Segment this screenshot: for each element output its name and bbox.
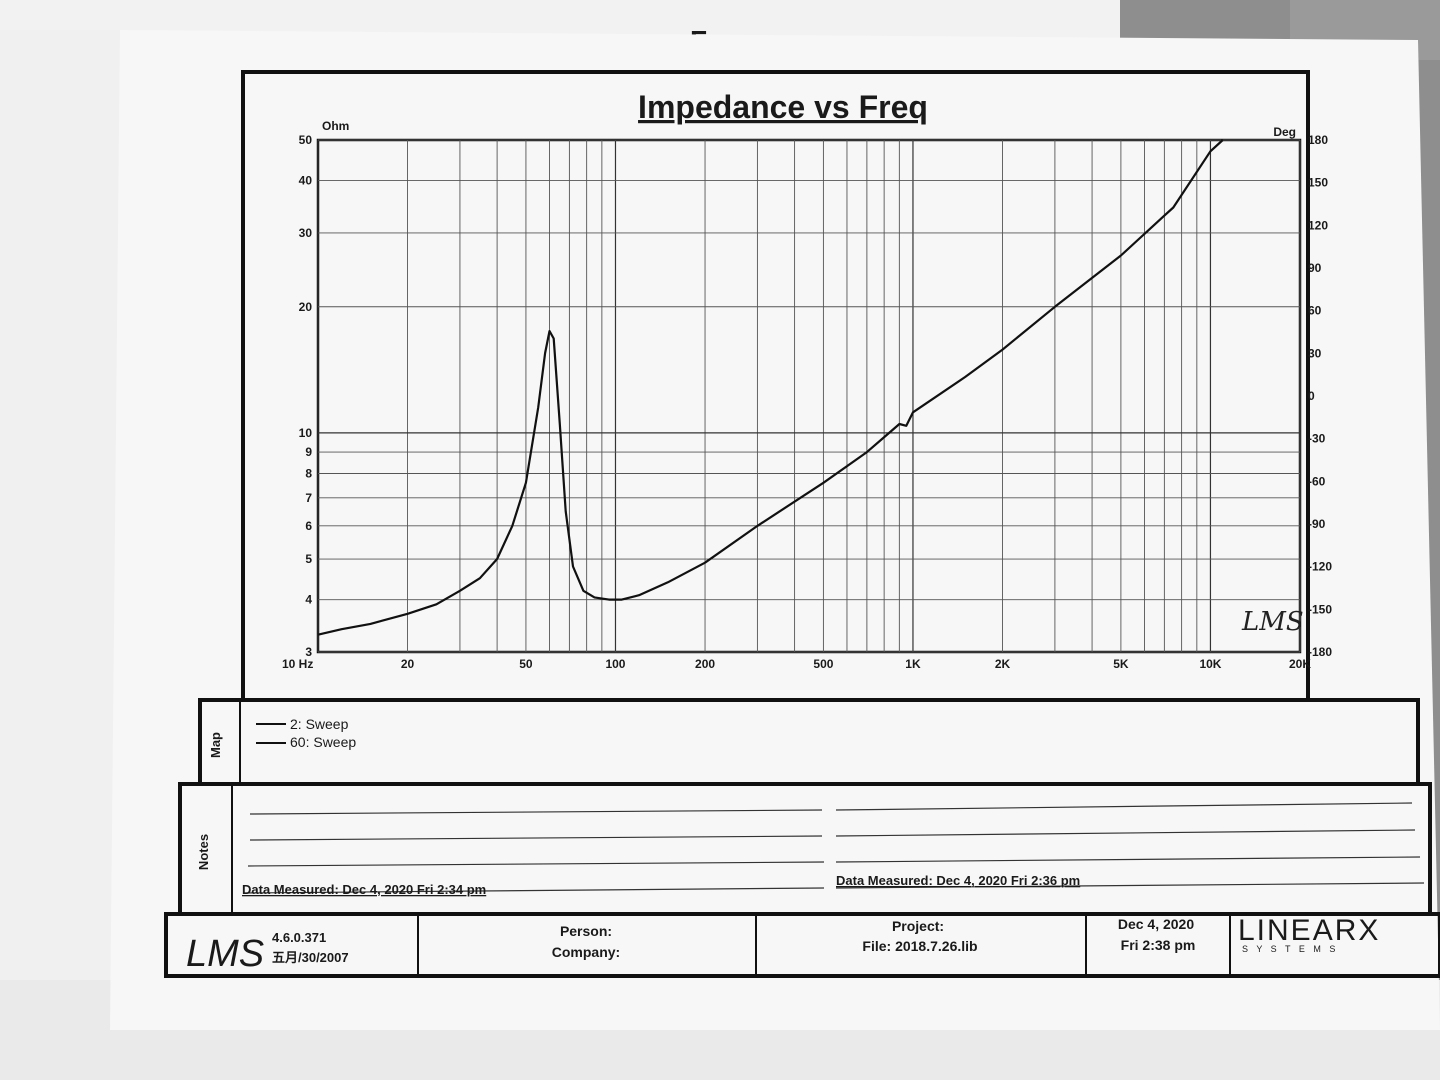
x-tick-label: 20 xyxy=(401,657,415,671)
y-tick-label-left: 3 xyxy=(305,645,312,659)
y-tick-label-left: 10 xyxy=(299,426,313,440)
footer-lms-logo: LMS xyxy=(186,933,264,975)
y-tick-label-left: 6 xyxy=(305,519,312,533)
notes-label: Notes xyxy=(196,834,211,870)
x-tick-label: 200 xyxy=(695,657,715,671)
legend-item-2: 60: Sweep xyxy=(290,734,356,750)
paper-sheet xyxy=(110,30,1440,1030)
y-tick-label-left: 9 xyxy=(305,445,312,459)
x-tick-label: 20K xyxy=(1289,657,1311,671)
notes-lines-left xyxy=(243,809,825,894)
x-tick-label: 100 xyxy=(605,657,625,671)
y-tick-label-right: -120 xyxy=(1308,560,1332,574)
data-measured-left: Data Measured: Dec 4, 2020 Fri 2:34 pm xyxy=(242,882,486,897)
footer-brand-sub: S Y S T E M S xyxy=(1242,944,1338,954)
legend-item-1: 2: Sweep xyxy=(290,716,349,732)
y-tick-label-right: -60 xyxy=(1308,474,1326,488)
map-label: Map xyxy=(208,732,223,758)
y-tick-label-left: 5 xyxy=(305,552,312,566)
y-tick-label-right: 30 xyxy=(1308,346,1322,360)
x-tick-label: 50 xyxy=(519,657,533,671)
x-tick-label: 5K xyxy=(1113,657,1129,671)
y-tick-label-left: 30 xyxy=(299,226,313,240)
y-tick-label-left: 50 xyxy=(299,133,313,147)
footer-date: Dec 4, 2020 xyxy=(1118,916,1194,932)
lms-watermark: LMS xyxy=(1241,607,1304,637)
x-tick-label: 10K xyxy=(1199,657,1221,671)
y-tick-label-right: -150 xyxy=(1308,602,1332,616)
x-tick-label: 10 Hz xyxy=(282,657,313,671)
data-measured-right: Data Measured: Dec 4, 2020 Fri 2:36 pm xyxy=(836,873,1080,888)
footer-project: Project: xyxy=(892,918,944,934)
footer-version-date: 五月/30/2007 xyxy=(272,950,349,965)
y-tick-label-left: 8 xyxy=(305,467,312,481)
y-tick-label-right: 120 xyxy=(1308,218,1328,232)
footer-panel xyxy=(164,912,1440,978)
y-tick-label-left: 7 xyxy=(305,491,312,505)
chart-title: Impedance vs Freq xyxy=(638,89,928,125)
footer-time: Fri 2:38 pm xyxy=(1121,937,1196,953)
y-unit-left: Ohm xyxy=(322,119,349,133)
y-tick-label-left: 40 xyxy=(299,174,313,188)
notes-lines-right xyxy=(835,802,1425,889)
footer-file: File: 2018.7.26.lib xyxy=(862,938,977,954)
y-tick-label-right: 0 xyxy=(1308,389,1315,403)
y-tick-label-left: 4 xyxy=(305,593,312,607)
plot-area: 10 Hz 20 50 100 200 500 1K 2K 5K 10K 20K3456789102… xyxy=(282,119,1332,671)
y-tick-label-right: -90 xyxy=(1308,517,1326,531)
y-tick-label-right: 180 xyxy=(1308,133,1328,147)
y-tick-label-right: -180 xyxy=(1308,645,1332,659)
y-tick-label-right: -30 xyxy=(1308,432,1326,446)
y-tick-label-right: 150 xyxy=(1308,176,1328,190)
y-unit-right: Deg xyxy=(1273,125,1296,139)
footer-person: Person: xyxy=(560,923,612,939)
x-tick-label: 500 xyxy=(813,657,833,671)
y-tick-label-right: 90 xyxy=(1308,261,1322,275)
y-tick-label-left: 20 xyxy=(299,300,313,314)
x-tick-label: 2K xyxy=(995,657,1011,671)
x-tick-label: 1K xyxy=(905,657,921,671)
footer-version: 4.6.0.371 xyxy=(272,930,326,945)
series-line xyxy=(317,139,1224,636)
footer-company: Company: xyxy=(552,944,620,960)
y-tick-label-right: 60 xyxy=(1308,304,1322,318)
footer-brand: LINEARX xyxy=(1238,914,1380,947)
